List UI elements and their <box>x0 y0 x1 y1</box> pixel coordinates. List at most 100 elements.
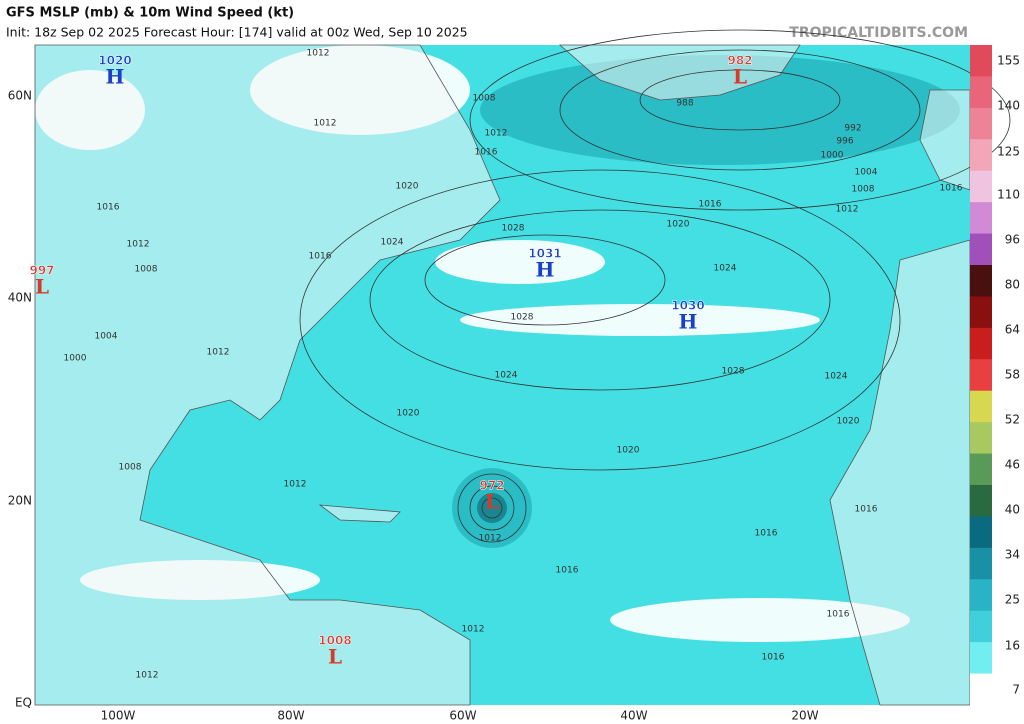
center-symbol: H <box>106 65 125 89</box>
colorbar-segment <box>970 579 992 612</box>
colorbar-segment <box>970 610 992 643</box>
colorbar-label: 25 <box>1005 593 1020 607</box>
isobar-label: 1028 <box>502 224 525 234</box>
lon-label: 100W <box>101 709 136 723</box>
isobar-label: 1016 <box>699 200 722 210</box>
colorbar-label: 16 <box>1005 639 1020 653</box>
center-symbol: L <box>35 275 49 299</box>
isobar-label: 1024 <box>714 264 737 274</box>
isobar-label: 1008 <box>852 185 875 195</box>
isobar-label: 1012 <box>307 49 330 59</box>
center-symbol: H <box>536 258 555 282</box>
isobar-label: 1012 <box>479 534 502 544</box>
colorbar-segment <box>970 453 992 486</box>
colorbar-label: 34 <box>1005 548 1020 562</box>
colorbar-segment <box>970 45 992 77</box>
colorbar-label: 52 <box>1005 413 1020 427</box>
isobar-label: 1016 <box>762 653 785 663</box>
colorbar-segment <box>970 422 992 455</box>
title: GFS MSLP (mb) & 10m Wind Speed (kt) <box>6 6 294 21</box>
colorbar-label: 140 <box>997 99 1020 113</box>
isobar-label: 1024 <box>825 372 848 382</box>
isobar-label: 1016 <box>827 610 850 620</box>
center-value: 1020 <box>98 54 131 68</box>
isobar-label: 1016 <box>855 505 878 515</box>
center-value: 982 <box>727 54 752 68</box>
colorbar-segment <box>970 516 992 549</box>
isobar-label: 1012 <box>485 129 508 139</box>
center-value: 1008 <box>318 634 351 648</box>
colorbar-segment <box>970 390 992 423</box>
lon-label: 80W <box>277 709 304 723</box>
lat-label: 20N <box>8 494 32 508</box>
isobar-label: 1020 <box>397 409 420 419</box>
isobar-label: 1016 <box>556 566 579 576</box>
colorbar-segment <box>970 359 992 392</box>
wind-bands <box>452 55 960 548</box>
isobar-label: 1012 <box>207 348 230 358</box>
colorbar-segment <box>970 327 992 360</box>
isobar-label: 1008 <box>119 463 142 473</box>
isobar-label: 1016 <box>755 529 778 539</box>
isobar-label: 1028 <box>722 367 745 377</box>
isobar-label: 1008 <box>473 94 496 104</box>
colorbar-label: 58 <box>1005 368 1020 382</box>
isobar-label: 1024 <box>495 371 518 381</box>
colorbar-label: 40 <box>1005 503 1020 517</box>
isobar-label: 1000 <box>821 151 844 161</box>
isobar-label: 1016 <box>97 203 120 213</box>
center-symbol: L <box>485 490 499 514</box>
isobar-label: 1000 <box>64 354 87 364</box>
colorbar-label: 80 <box>1005 278 1020 292</box>
center-value: 1031 <box>528 247 561 261</box>
colorbar-segment <box>970 76 992 109</box>
colorbar-label: 64 <box>1005 323 1020 337</box>
colorbar-label: 7 <box>1012 683 1020 697</box>
isobar-label: 1012 <box>462 625 485 635</box>
isobar-label: 1004 <box>855 168 878 178</box>
colorbar-segment <box>970 673 992 706</box>
isobar-label: 1012 <box>136 671 159 681</box>
isobar-label: 1012 <box>284 480 307 490</box>
lon-label: 20W <box>791 709 818 723</box>
isobar-label: 1020 <box>837 417 860 427</box>
colorbar-segment <box>970 170 992 203</box>
colorbar-segment <box>970 107 992 140</box>
center-symbol: H <box>679 310 698 334</box>
colorbar-label: 125 <box>997 145 1020 159</box>
colorbar-segment <box>970 233 992 266</box>
colorbar-segment <box>970 642 992 675</box>
isobar-label: 1020 <box>667 220 690 230</box>
isobar-label: 1028 <box>511 313 534 323</box>
colorbar-label: 110 <box>997 188 1020 202</box>
colorbar-segment <box>970 485 992 517</box>
isobar-label: 1004 <box>95 332 118 342</box>
isobar-label: 1012 <box>127 240 150 250</box>
watermark: TROPICALTIDBITS.COM <box>789 25 968 41</box>
center-symbol: L <box>328 645 342 669</box>
lat-label: EQ <box>15 696 32 710</box>
colorbar-label: 46 <box>1005 458 1020 472</box>
isobar-label: 1012 <box>314 119 337 129</box>
land <box>34 44 971 706</box>
isobar-label: 1016 <box>940 184 963 194</box>
colorbar-segment <box>970 296 992 329</box>
isobar-label: 1020 <box>617 446 640 456</box>
colorbar-segment <box>970 547 992 580</box>
isobar-label: 992 <box>844 124 861 134</box>
isobar-label: 1020 <box>396 182 419 192</box>
lat-label: 60N <box>8 89 32 103</box>
colorbar-segment <box>970 265 992 297</box>
lat-label: 40N <box>8 291 32 305</box>
colorbar-label: 155 <box>997 54 1020 68</box>
colorbar-label: 96 <box>1005 233 1020 247</box>
isobar-lines <box>299 29 1011 543</box>
center-value: 997 <box>29 264 54 278</box>
center-symbol: L <box>733 65 747 89</box>
isobar-label: 1012 <box>836 205 859 215</box>
center-value: 1030 <box>671 299 704 313</box>
colorbar-segment <box>970 202 992 235</box>
isobar-label: 1024 <box>381 238 404 248</box>
center-value: 972 <box>479 479 504 493</box>
